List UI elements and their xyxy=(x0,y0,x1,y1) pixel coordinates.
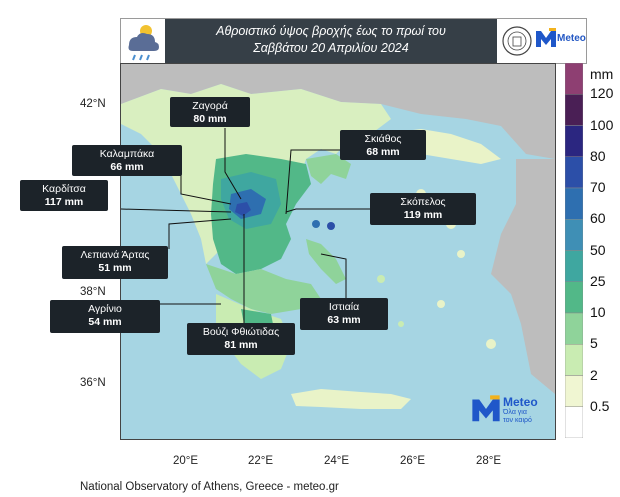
lon-label-24: 24°E xyxy=(324,455,350,467)
aegean-island xyxy=(457,250,465,258)
callout-name: Ζαγορά xyxy=(192,100,228,112)
aegean-island xyxy=(398,321,404,327)
meteo-tagline-2: τον καιρό xyxy=(503,417,532,424)
leader-skiathos xyxy=(285,149,341,215)
meteo-m-icon xyxy=(536,28,556,47)
callout-name: Καλαμπάκα xyxy=(99,148,155,160)
callout-name: Καρδίτσα xyxy=(42,183,86,195)
lat-label-42: 42°N xyxy=(80,98,106,110)
callout-lepiana-artas: Λεπιανά Άρτας 51 mm xyxy=(62,246,168,279)
crete-island xyxy=(291,389,411,409)
callout-value: 51 mm xyxy=(98,262,132,274)
callout-skiathos: Σκιάθος 68 mm xyxy=(340,130,426,160)
colorbar-segment xyxy=(565,94,583,126)
callout-name: Ιστιαία xyxy=(328,301,360,313)
colorbar-tick-label: 70 xyxy=(590,179,606,195)
turkey-land xyxy=(491,159,555,394)
lat-label-36: 36°N xyxy=(80,377,106,389)
colorbar-tick-label: 120 xyxy=(590,85,614,102)
leader-zagora xyxy=(224,128,242,200)
colorbar-unit: mm xyxy=(590,66,614,82)
callout-karditsa: Καρδίτσα 117 mm xyxy=(20,180,108,211)
colorbar-segment xyxy=(565,312,583,345)
leader-lepiana xyxy=(168,218,232,249)
callout-kalampaka: Καλαμπάκα 66 mm xyxy=(72,145,182,176)
colorbar-segment xyxy=(565,375,583,407)
skopelos-island xyxy=(327,222,335,230)
meteo-logo: Meteo xyxy=(535,25,586,59)
rain-cloud-icon xyxy=(128,25,159,61)
colorbar-tick-label: 25 xyxy=(590,272,606,289)
leader-karditsa xyxy=(121,208,232,213)
leader-skopelos xyxy=(285,208,371,213)
callout-name: Λεπιανά Άρτας xyxy=(80,249,150,261)
lon-label-28: 28°E xyxy=(476,455,502,467)
lat-label-38: 38°N xyxy=(80,286,106,298)
colorbar-segment xyxy=(565,156,583,189)
callout-name: Σκιάθος xyxy=(364,133,402,145)
rainfall-colorbar xyxy=(565,63,583,438)
callout-skopelos: Σκόπελος 119 mm xyxy=(370,193,476,225)
footer-credit: National Observatory of Athens, Greece -… xyxy=(80,481,339,493)
colorbar-segment xyxy=(565,250,583,282)
observatory-seal-icon xyxy=(502,26,532,56)
callout-agrinio: Αγρίνιο 54 mm xyxy=(50,300,160,333)
header-banner: Αθροιστικό ύψος βροχής έως το πρωί του Σ… xyxy=(120,18,587,64)
callout-zagora: Ζαγορά 80 mm xyxy=(170,97,250,127)
callout-leader-lines xyxy=(121,128,371,324)
callout-value: 66 mm xyxy=(110,161,144,173)
callout-value: 119 mm xyxy=(403,209,443,221)
leader-istiaia xyxy=(320,253,347,299)
colorbar-tick-label: 100 xyxy=(590,116,614,133)
colorbar-tick-label: 50 xyxy=(590,241,606,258)
central-greece-land xyxy=(206,264,321,314)
meteo-brand-tagline: Όλα για τον καιρό xyxy=(503,409,532,425)
colorbar-segment xyxy=(565,344,583,376)
aegean-island xyxy=(437,300,445,308)
meteo-logo-text: Meteo xyxy=(557,33,586,44)
colorbar-segment xyxy=(565,63,583,95)
lon-label-20: 20°E xyxy=(173,455,199,467)
colorbar-tick-label: 5 xyxy=(590,335,598,352)
colorbar-segment xyxy=(565,406,583,438)
callout-vouzi-fthiotidas: Βούζι Φθιώτιδας 81 mm xyxy=(187,323,295,355)
colorbar-tick-label: 0.5 xyxy=(590,397,610,414)
colorbar-tick-label: 10 xyxy=(590,304,606,320)
meteo-brand-icon xyxy=(472,395,500,422)
title-line-1: Αθροιστικό ύψος βροχής έως το πρωί του xyxy=(216,24,446,38)
colorbar-tick-label: 60 xyxy=(590,210,606,227)
karditsa-peak xyxy=(235,202,251,216)
callout-value: 68 mm xyxy=(366,146,400,158)
callout-value: 54 mm xyxy=(88,316,122,328)
callout-value: 81 mm xyxy=(224,339,258,351)
callout-value: 63 mm xyxy=(327,314,361,326)
lon-label-22: 22°E xyxy=(248,455,274,467)
map-title: Αθροιστικό ύψος βροχής έως το πρωί του Σ… xyxy=(165,19,497,63)
callout-istiaia: Ιστιαία 63 mm xyxy=(300,298,388,330)
colorbar-segment xyxy=(565,187,583,220)
meteo-tagline-1: Όλα για xyxy=(503,409,527,416)
title-line-2: Σαββάτου 20 Απριλίου 2024 xyxy=(253,41,409,55)
chalkidiki-land xyxy=(306,154,351,184)
colorbar-segment xyxy=(565,219,583,251)
callout-value: 117 mm xyxy=(44,196,84,208)
callout-name: Αγρίνιο xyxy=(88,303,122,315)
evia-island xyxy=(306,239,346,284)
callout-name: Σκόπελος xyxy=(400,196,446,208)
colorbar-segment xyxy=(565,125,583,157)
callout-value: 80 mm xyxy=(193,113,227,125)
leader-kalampaka xyxy=(180,172,232,205)
rhodes-island xyxy=(486,339,496,349)
colorbar-tick-label: 2 xyxy=(590,366,598,383)
northern-land xyxy=(121,64,555,159)
aegean-island xyxy=(377,275,385,283)
colorbar-segment xyxy=(565,281,583,314)
lon-label-26: 26°E xyxy=(400,455,426,467)
callout-name: Βούζι Φθιώτιδας xyxy=(202,326,280,338)
meteo-brand-name: Meteo xyxy=(503,395,538,409)
skiathos-island xyxy=(312,220,320,228)
colorbar-tick-label: 80 xyxy=(590,147,606,164)
